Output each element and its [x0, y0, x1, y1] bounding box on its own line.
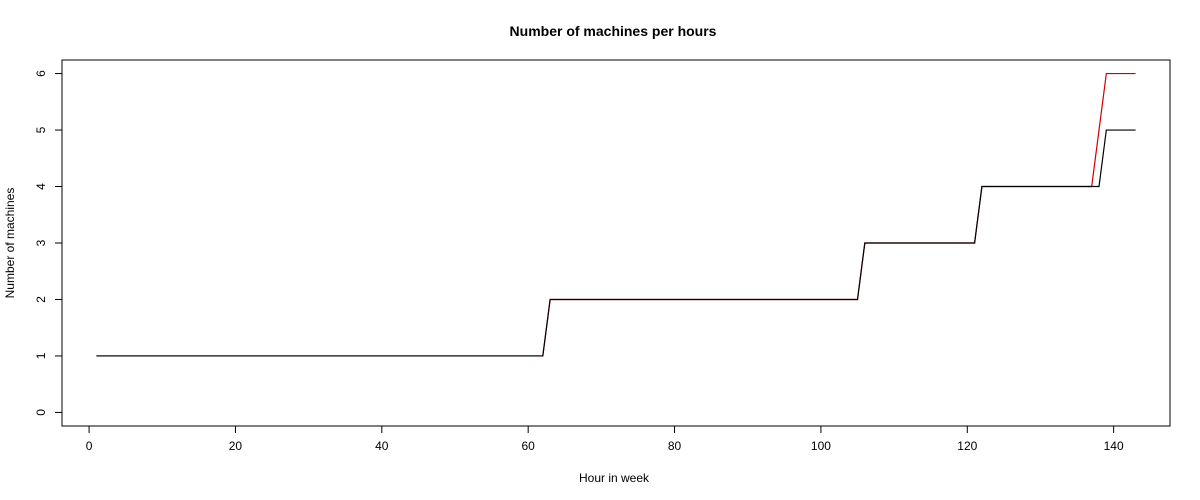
- chart-title: Number of machines per hours: [510, 23, 717, 39]
- y-tick-label: 1: [34, 352, 48, 359]
- x-tick-label: 0: [86, 439, 93, 453]
- y-tick-label: 5: [34, 126, 48, 133]
- x-tick-label: 100: [811, 439, 831, 453]
- x-tick-label: 80: [668, 439, 682, 453]
- x-tick-label: 40: [375, 439, 389, 453]
- x-tick-label: 140: [1104, 439, 1124, 453]
- x-axis: 0 20 40 60 80 100 120 140: [86, 425, 1124, 453]
- x-tick-label: 20: [229, 439, 243, 453]
- y-tick-label: 6: [34, 70, 48, 77]
- y-tick-label: 2: [34, 296, 48, 303]
- y-tick-label: 0: [34, 409, 48, 416]
- x-tick-label: 120: [957, 439, 977, 453]
- x-ticks: 0 20 40 60 80 100 120 140: [86, 426, 1124, 453]
- x-tick-label: 60: [521, 439, 535, 453]
- x-axis-label: Hour in week: [579, 471, 650, 485]
- y-axis: 0 1 2 3 4 5 6: [34, 70, 63, 416]
- y-axis-label: Number of machines: [3, 188, 17, 299]
- series-line-1: [96, 72, 1136, 357]
- plot-frame: [61, 59, 1171, 427]
- y-tick-label: 3: [34, 239, 48, 246]
- series-line-2: [96, 129, 1136, 357]
- y-tick-label: 4: [34, 183, 48, 190]
- series-layer: [96, 72, 1136, 357]
- y-ticks: 0 1 2 3 4 5 6: [34, 70, 62, 416]
